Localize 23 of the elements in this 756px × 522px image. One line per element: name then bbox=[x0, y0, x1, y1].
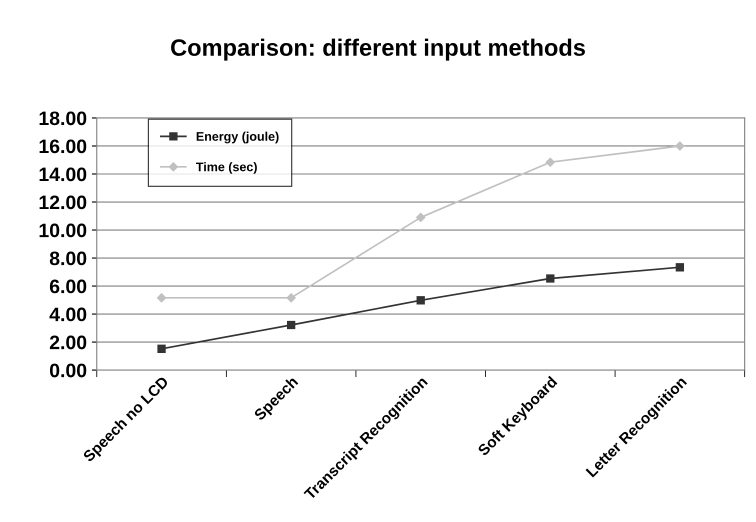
point bbox=[675, 141, 684, 151]
chart-title: Comparison: different input methods bbox=[171, 38, 585, 61]
y-tick-label: 12.00 bbox=[40, 195, 86, 210]
point bbox=[157, 344, 166, 353]
point bbox=[416, 212, 426, 222]
legend-label: Energy (joule) bbox=[196, 132, 279, 144]
point bbox=[286, 320, 296, 330]
y-tick-label: 0.00 bbox=[50, 364, 86, 378]
y-tick-label: 16.00 bbox=[40, 139, 86, 154]
point bbox=[546, 158, 555, 167]
y-tick-label: 6.00 bbox=[50, 280, 86, 294]
point bbox=[156, 293, 166, 302]
point bbox=[546, 274, 554, 283]
y-tick-label: 18.00 bbox=[40, 111, 86, 126]
y-tick-label: 8.00 bbox=[50, 252, 86, 266]
y-tick-label: 10.00 bbox=[40, 223, 86, 238]
legend-label: Time (sec) bbox=[196, 162, 257, 174]
point bbox=[286, 293, 296, 302]
y-tick-label: 14.00 bbox=[40, 167, 86, 182]
y-tick-label: 2.00 bbox=[50, 336, 86, 350]
point bbox=[676, 263, 684, 272]
point bbox=[416, 296, 425, 305]
y-tick-label: 4.00 bbox=[50, 308, 86, 322]
